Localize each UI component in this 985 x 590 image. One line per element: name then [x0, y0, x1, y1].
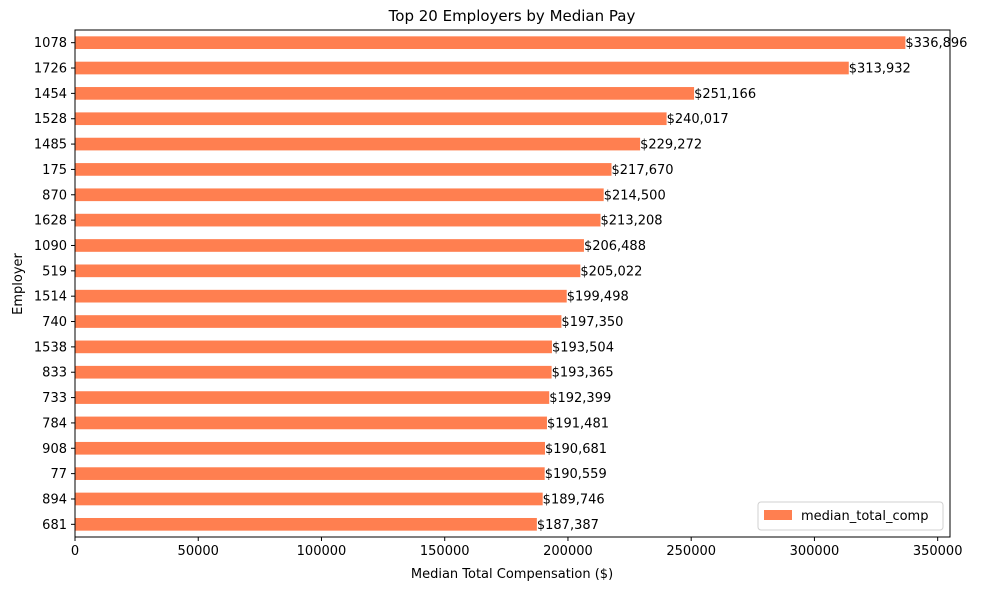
y-tick-label: 681 [42, 518, 67, 533]
y-tick-label: 733 [42, 391, 67, 406]
bar [75, 87, 695, 100]
plot-frame [74, 29, 951, 538]
bar-value-label: $189,746 [543, 492, 605, 507]
bar-value-label: $313,932 [849, 62, 911, 77]
y-tick-label: 784 [42, 416, 67, 431]
x-ticks: 0 50000 100000 150000 200000 250000 300000 3500… [71, 537, 963, 559]
bar-value-label: $190,681 [545, 442, 607, 457]
bar [75, 340, 552, 354]
bar-value-label: $229,272 [640, 138, 702, 153]
bar [75, 365, 552, 379]
x-axis-label: Median Total Compensation ($) [411, 567, 613, 582]
bar-value-label: $240,017 [667, 112, 729, 127]
bar-value-label: $193,504 [552, 340, 614, 355]
bars-layer: $336,896 $313,932 $251,166 $240,017 $229,272… [75, 36, 967, 533]
x-tick-label: 0 [71, 544, 79, 559]
bar-value-label: $205,022 [580, 264, 642, 279]
y-tick-label: 1485 [34, 138, 67, 153]
bar [75, 391, 550, 404]
y-axis-label: Employer [11, 252, 26, 314]
x-tick-label: 150000 [420, 544, 470, 559]
y-tick-label: 77 [50, 467, 67, 482]
x-tick-label: 200000 [543, 544, 593, 559]
bar [75, 163, 612, 176]
y-tick-label: 175 [42, 163, 67, 178]
x-tick-label: 250000 [666, 544, 716, 559]
bar-value-label: $197,350 [561, 315, 623, 330]
bar-value-label: $193,365 [552, 366, 614, 381]
bar-value-label: $187,387 [537, 518, 599, 533]
legend-swatch [764, 510, 792, 520]
x-tick-label: 350000 [913, 544, 963, 559]
bar [75, 36, 906, 50]
bar-value-label: $213,208 [601, 214, 663, 229]
y-tick-label: 1528 [34, 112, 67, 127]
x-tick-label: 50000 [178, 544, 219, 559]
bar [75, 61, 849, 75]
y-tick-label: 1628 [34, 214, 67, 229]
y-tick-label: 519 [42, 264, 67, 279]
bar-value-label: $206,488 [584, 239, 646, 254]
y-tick-label: 740 [42, 315, 67, 330]
legend-label: median_total_comp [801, 509, 928, 524]
bar-value-label: $336,896 [905, 36, 967, 51]
y-tick-label: 1514 [34, 290, 67, 305]
bar [75, 517, 537, 531]
bar [75, 492, 543, 506]
bar [75, 112, 667, 126]
bar [75, 315, 562, 328]
bar [75, 239, 584, 252]
y-tick-label: 833 [42, 366, 67, 381]
x-tick-label: 300000 [790, 544, 840, 559]
y-tick-labels: 1078 1726 1454 1528 1485 175 870 1628 1090 519 151… [34, 36, 75, 533]
y-tick-label: 1726 [34, 62, 67, 77]
y-tick-label: 908 [42, 442, 67, 457]
bar [75, 188, 604, 202]
x-tick-label: 100000 [297, 544, 347, 559]
legend-frame [757, 501, 944, 531]
bar [75, 467, 545, 480]
y-tick-label: 1538 [34, 340, 67, 355]
bar [75, 441, 545, 455]
y-tick-label: 870 [42, 188, 67, 203]
bar-value-label: $251,166 [694, 87, 756, 102]
chart-title: Top 20 Employers by Median Pay [388, 7, 636, 25]
y-tick-label: 894 [42, 492, 67, 507]
bar-value-label: $214,500 [604, 188, 666, 203]
bar [75, 213, 601, 227]
bar [75, 416, 547, 430]
bar-value-label: $217,670 [612, 163, 674, 178]
bar [75, 289, 567, 303]
y-tick-label: 1454 [34, 87, 67, 102]
bar-value-label: $192,399 [549, 391, 611, 406]
legend: median_total_comp [757, 501, 944, 531]
y-tick-label: 1090 [34, 239, 67, 254]
bar-value-label: $190,559 [545, 467, 607, 482]
bar [75, 264, 581, 278]
bar-value-label: $191,481 [547, 416, 609, 431]
y-tick-label: 1078 [34, 36, 67, 51]
bar-value-label: $199,498 [567, 290, 629, 305]
bar [75, 137, 641, 151]
